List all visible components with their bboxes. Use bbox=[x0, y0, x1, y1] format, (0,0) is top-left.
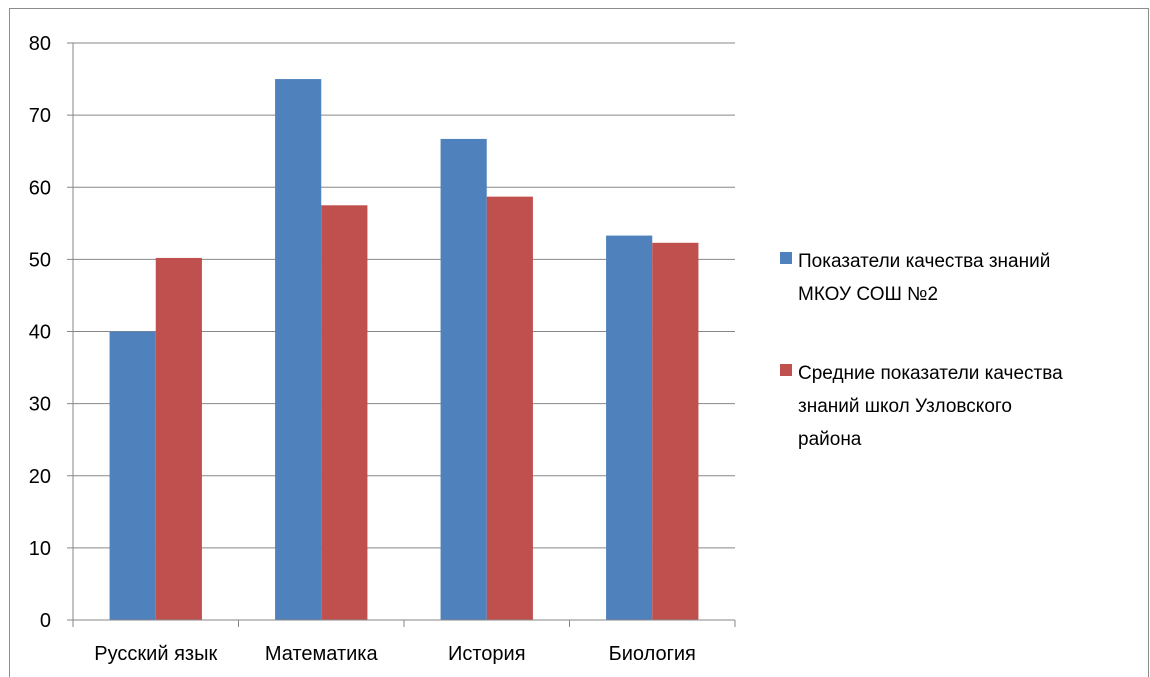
chart-frame bbox=[9, 8, 1149, 677]
legend-label: Показатели качества знаний bbox=[798, 251, 1050, 272]
y-tick-label: 0 bbox=[40, 610, 51, 632]
bar-series-1 bbox=[606, 235, 653, 621]
bar-series-2 bbox=[155, 257, 202, 620]
bar-series-1 bbox=[275, 79, 322, 620]
x-tick-label: История bbox=[448, 643, 526, 665]
x-tick-label: Биология bbox=[609, 643, 696, 665]
y-tick-label: 30 bbox=[29, 394, 51, 416]
y-tick-label: 60 bbox=[29, 177, 51, 199]
y-tick-label: 20 bbox=[29, 466, 51, 488]
x-axis-labels: Русский язык Математика История Биология bbox=[94, 643, 696, 665]
y-tick-label: 80 bbox=[29, 33, 51, 55]
bar-series-2 bbox=[486, 196, 533, 620]
legend-label: района bbox=[798, 429, 862, 450]
legend-label: знаний школ Узловского bbox=[798, 396, 1012, 417]
y-tick-label: 10 bbox=[29, 538, 51, 560]
y-tick-label: 40 bbox=[29, 322, 51, 344]
y-tick-label: 50 bbox=[29, 249, 51, 271]
bar-series-1 bbox=[440, 138, 487, 620]
legend: Показатели качества знаний МКОУ СОШ №2 Сре… bbox=[780, 251, 1063, 450]
legend-swatch bbox=[780, 252, 792, 264]
legend-swatch bbox=[780, 364, 792, 376]
x-tick-label: Математика bbox=[265, 643, 379, 665]
y-axis-labels: 0 10 20 30 40 50 60 70 80 bbox=[29, 33, 51, 632]
x-axis bbox=[72, 43, 736, 627]
bar-series-2 bbox=[321, 205, 368, 620]
bar-series-2 bbox=[652, 242, 699, 620]
bar-series-1 bbox=[109, 331, 156, 620]
bars bbox=[109, 79, 699, 621]
y-tick-label: 70 bbox=[29, 105, 51, 127]
x-tick-label: Русский язык bbox=[94, 643, 217, 665]
legend-label: Средние показатели качества bbox=[798, 363, 1063, 384]
legend-label: МКОУ СОШ №2 bbox=[798, 284, 938, 305]
